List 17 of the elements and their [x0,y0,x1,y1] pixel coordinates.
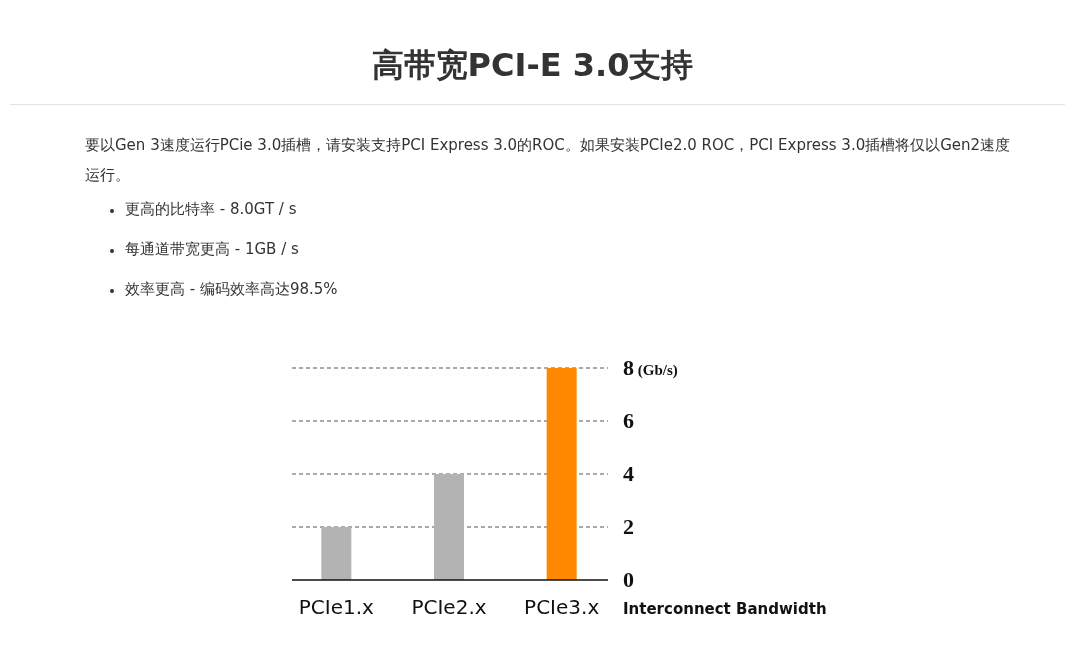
y-tick-label: 4 [623,461,634,486]
chart-title: 高带宽PCI-E 3.0支持 [370,45,695,86]
y-tick-label: 8 (Gb/s) [623,355,678,380]
text: 更高的比特率 - 8.0GT / s [125,200,297,219]
bar [546,368,577,580]
x-tick-label: PCIe1.x [298,595,375,619]
x-tick-label: PCIe3.x [524,595,600,619]
chart-subtitle: 要以Gen 3速度运行PCie 3.0插槽，请安装支持PCI Express 3.0的ROC。如果安装PCIe2.0 ROC，PCI Express 3.0插槽将仅以Gen2速度运行。 [85,135,1012,186]
bar [321,527,352,580]
x-tick-label: PCIe2.x [411,595,487,619]
y-tick-label: 6 [623,408,634,433]
y-tick-label: 2 [623,514,634,539]
y-tick-label: 0 [623,567,634,592]
text: 每通道带宽更高 - 1GB / s [125,240,299,259]
x-axis-title: Interconnect Bandwidth [623,600,827,618]
bar [434,474,464,580]
text: 效率更高 - 编码效率高达98.5% [125,280,338,299]
